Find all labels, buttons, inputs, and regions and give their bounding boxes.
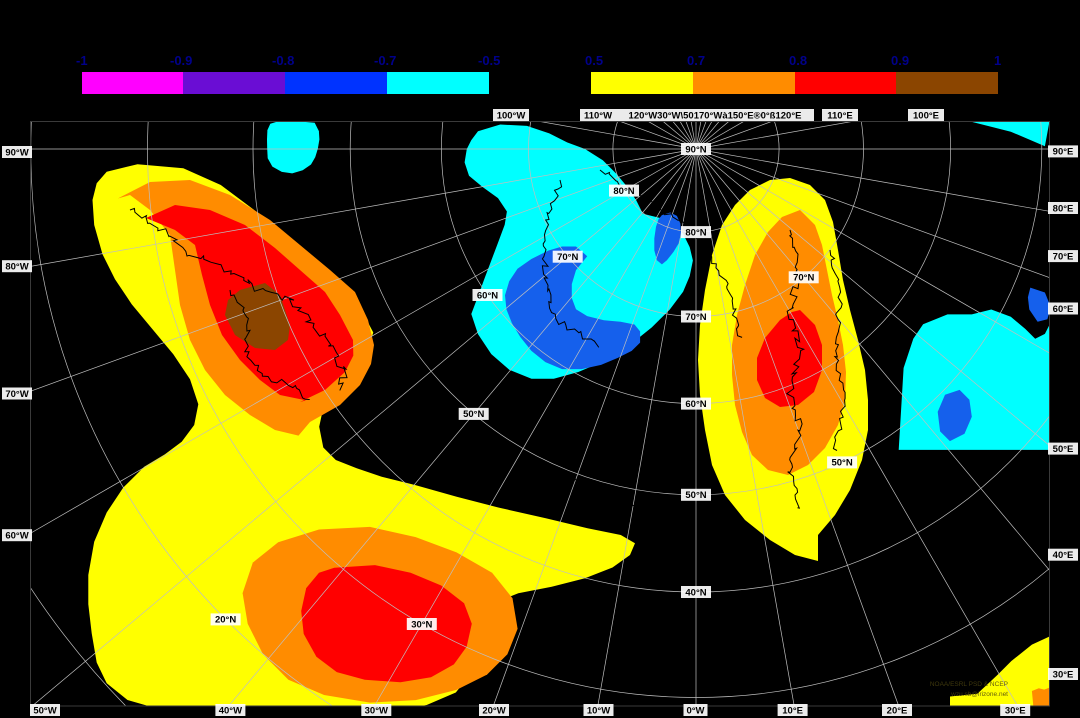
svg-text:50°N: 50°N bbox=[463, 409, 484, 420]
svg-text:70°N: 70°N bbox=[685, 312, 706, 323]
svg-text:20°E: 20°E bbox=[887, 705, 908, 716]
svg-text:120°W30°W\50170°Wà150°E®0°ß120: 120°W30°W\50170°Wà150°E®0°ß120°E bbox=[629, 110, 802, 121]
svg-text:80°E: 80°E bbox=[1053, 203, 1074, 214]
svg-text:70°W: 70°W bbox=[5, 389, 28, 400]
svg-text:50°E: 50°E bbox=[1053, 444, 1074, 455]
svg-text:20°W: 20°W bbox=[482, 705, 505, 716]
svg-text:80°N: 80°N bbox=[613, 186, 634, 197]
svg-text:10°W: 10°W bbox=[587, 705, 610, 716]
svg-text:30°N: 30°N bbox=[411, 619, 432, 630]
svg-text:100°W: 100°W bbox=[497, 110, 526, 121]
svg-text:90°E: 90°E bbox=[1053, 147, 1074, 158]
svg-text:90°N: 90°N bbox=[685, 144, 706, 155]
svg-text:0.5: 0.5 bbox=[585, 53, 603, 68]
svg-text:-0.7: -0.7 bbox=[374, 53, 396, 68]
svg-text:70°N: 70°N bbox=[557, 252, 578, 263]
svg-text:40°N: 40°N bbox=[685, 587, 706, 598]
svg-text:60°N: 60°N bbox=[685, 399, 706, 410]
svg-text:0.8: 0.8 bbox=[789, 53, 807, 68]
svg-text:40°E: 40°E bbox=[1053, 550, 1074, 561]
svg-text:0°W: 0°W bbox=[686, 705, 704, 716]
svg-text:100°E: 100°E bbox=[913, 110, 939, 121]
svg-text:-0.8: -0.8 bbox=[272, 53, 294, 68]
svg-text:110°E: 110°E bbox=[827, 110, 852, 121]
svg-text:60°E: 60°E bbox=[1053, 304, 1074, 315]
svg-text:60°W: 60°W bbox=[5, 531, 28, 542]
svg-text:60°N: 60°N bbox=[477, 290, 498, 301]
svg-text:10°E: 10°E bbox=[782, 705, 803, 716]
svg-text:0.7: 0.7 bbox=[687, 53, 705, 68]
svg-text:wzu.sb@irizone.net: wzu.sb@irizone.net bbox=[950, 691, 1008, 698]
svg-text:50°N: 50°N bbox=[831, 458, 852, 469]
svg-text:40°W: 40°W bbox=[219, 705, 242, 716]
svg-text:90°W: 90°W bbox=[5, 147, 28, 158]
svg-text:NOAA/ESRL PSD & NCEP: NOAA/ESRL PSD & NCEP bbox=[930, 681, 1008, 688]
svg-text:20°N: 20°N bbox=[215, 615, 236, 626]
svg-text:80°N: 80°N bbox=[685, 227, 706, 238]
svg-text:50°N: 50°N bbox=[685, 490, 706, 501]
svg-text:30°E: 30°E bbox=[1005, 705, 1026, 716]
svg-text:30°W: 30°W bbox=[365, 705, 388, 716]
svg-text:-0.9: -0.9 bbox=[170, 53, 192, 68]
svg-text:110°W: 110°W bbox=[584, 110, 612, 121]
svg-text:0.9: 0.9 bbox=[891, 53, 909, 68]
svg-text:-1: -1 bbox=[76, 53, 88, 68]
svg-text:1: 1 bbox=[994, 53, 1001, 68]
svg-text:70°N: 70°N bbox=[793, 273, 814, 284]
svg-text:-0.5: -0.5 bbox=[478, 53, 500, 68]
svg-text:30°E: 30°E bbox=[1053, 669, 1074, 680]
svg-text:70°E: 70°E bbox=[1053, 251, 1074, 262]
svg-text:80°W: 80°W bbox=[5, 262, 28, 273]
svg-text:50°W: 50°W bbox=[33, 705, 56, 716]
